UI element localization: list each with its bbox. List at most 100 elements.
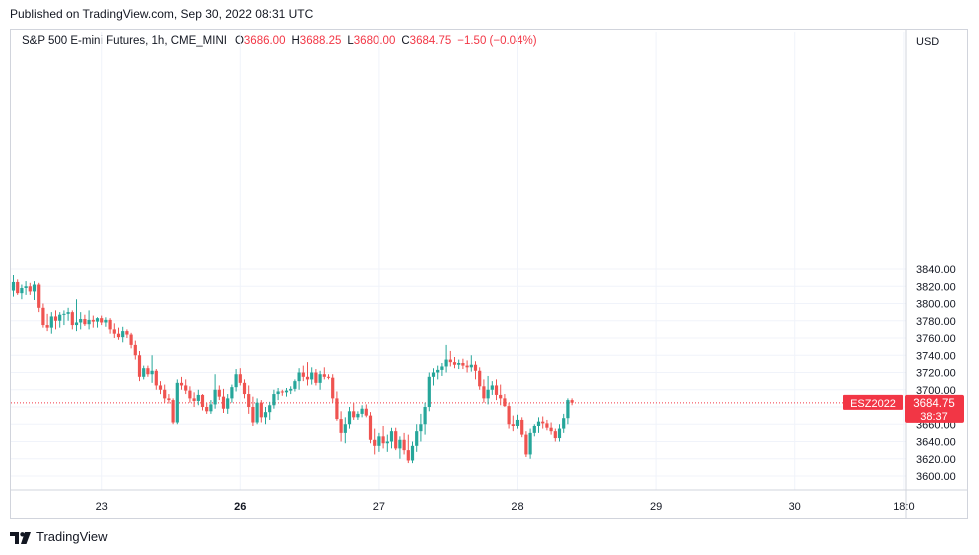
- close-value: 3684.75: [409, 35, 452, 47]
- candle-body: [192, 398, 196, 401]
- candle-body: [238, 374, 242, 383]
- candle-body: [423, 407, 427, 425]
- y-tick-label: 3760.00: [916, 333, 956, 345]
- candle-body: [520, 419, 524, 435]
- open-label: O: [234, 35, 244, 47]
- candle-body: [511, 424, 515, 426]
- candle-body: [62, 313, 66, 315]
- candle-body: [37, 284, 41, 308]
- candle-body: [326, 376, 331, 378]
- low-value: 3680.00: [353, 35, 396, 47]
- candle-body: [171, 400, 175, 423]
- candle-body: [360, 408, 364, 414]
- candle-body: [368, 415, 373, 440]
- x-tick-label: 28: [511, 501, 523, 513]
- candle-body: [373, 439, 377, 446]
- candle-body: [528, 432, 532, 455]
- candle-body: [234, 374, 238, 388]
- candle-body: [28, 286, 32, 292]
- candle-body: [209, 404, 213, 412]
- candle-body: [469, 364, 473, 368]
- candle-body: [116, 333, 121, 338]
- candle-body: [356, 413, 360, 418]
- candle-body: [108, 319, 112, 330]
- candle-body: [431, 372, 436, 377]
- candle-body: [482, 386, 486, 399]
- candle-body: [452, 362, 457, 365]
- candle-body: [461, 363, 465, 366]
- candle-body: [280, 391, 284, 393]
- candle-body: [104, 319, 108, 323]
- y-tick-label: 3820.00: [916, 281, 956, 293]
- candle-body: [74, 322, 79, 326]
- candle-body: [196, 394, 200, 401]
- y-tick-label: 3840.00: [916, 264, 956, 276]
- candle-body: [465, 365, 469, 368]
- candle-body: [310, 372, 314, 380]
- candle-body: [217, 389, 221, 397]
- candle-body: [163, 389, 167, 399]
- candle-body: [562, 418, 566, 429]
- candle-body: [314, 372, 318, 383]
- candle-body: [322, 374, 326, 377]
- x-tick-label: 23: [96, 501, 108, 513]
- candle-body: [112, 329, 116, 334]
- candle-body: [205, 407, 209, 412]
- candle-body: [440, 366, 444, 370]
- candle-body: [242, 382, 247, 395]
- candle-body: [490, 385, 494, 390]
- candle-body: [129, 334, 133, 345]
- candle-body: [503, 398, 507, 407]
- high-label: H: [291, 35, 300, 47]
- candle-body: [297, 372, 301, 382]
- candle-body: [402, 439, 406, 451]
- candle-body: [11, 281, 16, 291]
- candle-body: [83, 319, 87, 325]
- candle-body: [184, 385, 188, 391]
- candle-body: [570, 400, 574, 403]
- symbol-title[interactable]: S&P 500 E-mini Futures, 1h, CME_MINI: [22, 35, 227, 47]
- candle-body: [406, 450, 410, 461]
- candle-body: [158, 385, 163, 390]
- chart-area[interactable]: [10, 29, 968, 519]
- x-tick-label: 30: [789, 501, 801, 513]
- candle-body: [457, 363, 461, 365]
- candle-body: [142, 368, 146, 377]
- candle-body: [549, 427, 553, 432]
- candle-body: [87, 319, 91, 325]
- y-tick-label: 3700.00: [916, 385, 956, 397]
- candle-body: [557, 428, 562, 439]
- candle-body: [318, 374, 322, 383]
- candle-body: [272, 394, 276, 406]
- last-price-label: 3684.75: [913, 398, 955, 410]
- candle-body: [150, 370, 154, 375]
- candle-body: [507, 406, 511, 425]
- candle-body: [448, 359, 452, 363]
- candle-body: [226, 398, 230, 409]
- candle-body: [364, 408, 368, 416]
- candle-body: [553, 431, 557, 439]
- candle-body: [486, 389, 490, 399]
- open-value: 3686.00: [243, 35, 286, 47]
- candle-body: [541, 421, 545, 424]
- candle-body: [32, 284, 37, 292]
- candle-body: [133, 344, 137, 356]
- candle-body: [213, 389, 217, 405]
- candle-body: [419, 424, 423, 432]
- candle-body: [389, 431, 394, 442]
- candle-body: [251, 407, 255, 423]
- y-tick-label: 3640.00: [916, 437, 956, 449]
- candle-body: [175, 382, 179, 423]
- candle-body: [536, 421, 541, 426]
- candle-body: [45, 325, 49, 328]
- candle-body: [70, 312, 74, 326]
- candle-body: [499, 394, 503, 399]
- candle-body: [20, 287, 24, 294]
- candle-body: [494, 385, 499, 395]
- close-label: C: [401, 35, 410, 47]
- footer-brand[interactable]: TradingView: [10, 529, 108, 544]
- candle-body: [221, 396, 226, 409]
- candle-body: [473, 364, 478, 371]
- contract-badge-label: ESZ2022: [850, 398, 896, 410]
